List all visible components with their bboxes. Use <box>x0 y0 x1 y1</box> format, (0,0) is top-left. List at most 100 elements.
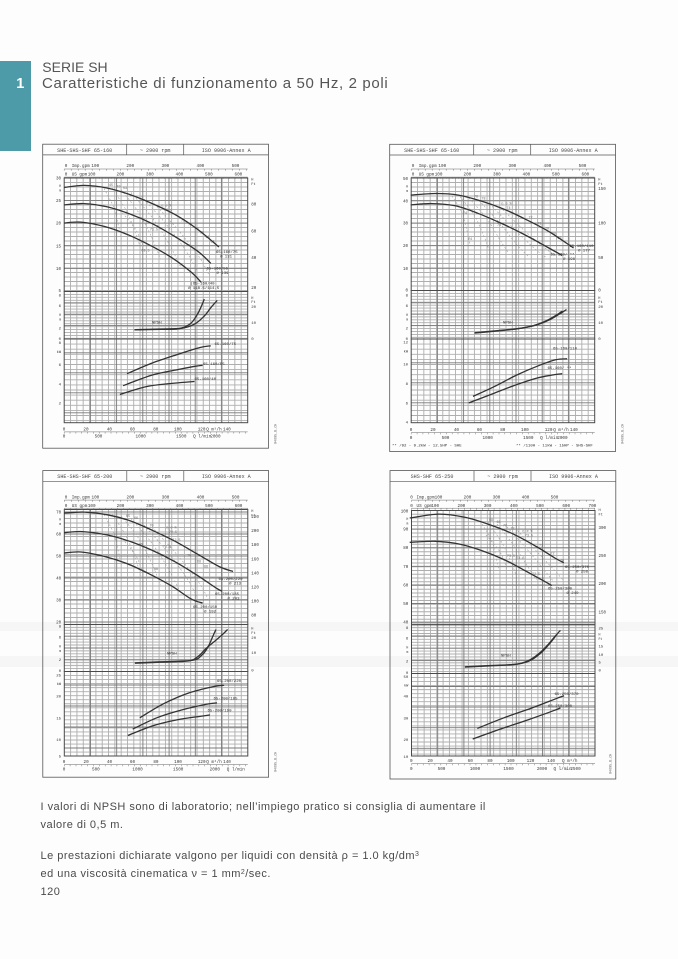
svg-text:60: 60 <box>56 534 62 538</box>
svg-text:73.5: 73.5 <box>525 535 533 539</box>
svg-text:12: 12 <box>403 342 408 346</box>
svg-text:40: 40 <box>251 257 257 261</box>
svg-text:8: 8 <box>59 342 62 346</box>
svg-text:2000: 2000 <box>210 435 221 440</box>
svg-text:74: 74 <box>463 212 467 216</box>
svg-text:120: 120 <box>198 427 206 432</box>
svg-text:⌀ 118.5/114.5: ⌀ 118.5/114.5 <box>188 286 220 291</box>
svg-text:1500: 1500 <box>173 768 184 773</box>
svg-text:20: 20 <box>598 306 603 310</box>
svg-text:0: 0 <box>59 670 62 674</box>
svg-text:100: 100 <box>401 511 409 515</box>
svg-text:2: 2 <box>59 403 62 407</box>
svg-text:80: 80 <box>500 428 506 433</box>
svg-text:** /110H - 11kW - 15HP - SHS-S: ** /110H - 11kW - 15HP - SHS-SHF <box>516 443 593 448</box>
svg-text:1000: 1000 <box>470 767 481 772</box>
svg-text:Q m³/h: Q m³/h <box>553 427 569 433</box>
svg-text:71: 71 <box>537 223 541 227</box>
svg-text:0: 0 <box>405 290 408 294</box>
svg-text:NPSH: NPSH <box>167 653 177 657</box>
svg-text:H: H <box>406 646 408 650</box>
svg-text:5: 5 <box>599 662 602 666</box>
svg-text:140: 140 <box>570 428 578 433</box>
svg-text:65-160/ **: 65-160/ ** <box>551 253 575 258</box>
svg-text:H: H <box>59 518 61 522</box>
svg-text:100: 100 <box>174 427 182 432</box>
svg-text:0: 0 <box>412 173 415 178</box>
svg-text:H: H <box>598 179 600 183</box>
svg-text:65-200/150: 65-200/150 <box>208 709 233 714</box>
svg-text:40: 40 <box>107 760 113 765</box>
svg-text:100: 100 <box>598 223 606 227</box>
svg-text:300: 300 <box>493 173 501 178</box>
svg-text:49: 49 <box>116 186 120 190</box>
svg-text:20: 20 <box>428 759 434 764</box>
svg-text:400: 400 <box>176 173 184 178</box>
svg-text:500: 500 <box>205 504 213 509</box>
svg-text:45: 45 <box>109 184 113 188</box>
svg-text:H: H <box>251 628 253 632</box>
svg-text:10: 10 <box>251 322 256 326</box>
svg-text:500: 500 <box>579 164 587 169</box>
svg-text:100: 100 <box>88 173 96 178</box>
svg-text:2000: 2000 <box>210 768 221 773</box>
svg-text:20: 20 <box>83 427 89 432</box>
svg-text:40: 40 <box>454 428 460 433</box>
svg-text:300: 300 <box>599 527 607 531</box>
svg-text:6: 6 <box>406 403 409 407</box>
svg-text:65-160/75: 65-160/75 <box>215 342 237 347</box>
svg-text:70: 70 <box>545 228 549 232</box>
svg-text:1000: 1000 <box>136 435 147 440</box>
svg-text:100: 100 <box>88 504 96 509</box>
svg-text:H: H <box>59 184 61 188</box>
svg-text:0: 0 <box>65 164 68 169</box>
svg-text:kW: kW <box>57 682 62 687</box>
svg-text:Imp.gpm: Imp.gpm <box>417 495 435 500</box>
svg-text:0: 0 <box>406 338 409 342</box>
svg-text:400: 400 <box>197 164 205 169</box>
svg-text:600: 600 <box>562 504 570 509</box>
svg-text:H: H <box>406 313 408 317</box>
svg-text:70: 70 <box>503 525 507 529</box>
svg-text:400: 400 <box>522 495 530 500</box>
svg-text:65-250/300: 65-250/300 <box>548 704 573 709</box>
svg-text:Q m³/h: Q m³/h <box>562 758 578 764</box>
svg-text:700: 700 <box>589 504 597 509</box>
svg-text:8: 8 <box>406 383 409 387</box>
svg-text:60: 60 <box>251 230 257 234</box>
svg-text:65-250/370: 65-250/370 <box>555 692 580 697</box>
svg-text:6: 6 <box>59 305 62 309</box>
svg-text:Ft: Ft <box>599 637 603 641</box>
svg-text:6: 6 <box>59 637 62 641</box>
svg-text:4: 4 <box>406 422 409 426</box>
svg-text:10: 10 <box>56 739 61 743</box>
svg-text:73.5: 73.5 <box>507 555 515 559</box>
svg-text:15: 15 <box>56 717 61 721</box>
svg-text:0: 0 <box>410 767 413 772</box>
svg-text:500: 500 <box>536 504 544 509</box>
svg-text:m: m <box>59 649 61 653</box>
svg-text:⌀ 177: ⌀ 177 <box>578 249 591 254</box>
svg-text:120: 120 <box>198 760 206 765</box>
svg-text:m: m <box>59 189 61 193</box>
svg-text:73: 73 <box>539 545 543 549</box>
svg-text:Q l/min: Q l/min <box>540 436 558 441</box>
svg-text:η ⌀ %: η ⌀ % <box>501 203 512 207</box>
svg-text:NPSH: NPSH <box>503 322 513 326</box>
svg-text:2000: 2000 <box>537 767 548 772</box>
svg-text:Imp.gpm: Imp.gpm <box>72 164 90 169</box>
svg-text:65-200/185: 65-200/185 <box>214 697 239 702</box>
svg-text:Q m³/h: Q m³/h <box>206 426 222 432</box>
svg-text:100: 100 <box>438 164 446 169</box>
svg-text:04605_B_CH: 04605_B_CH <box>274 752 278 772</box>
svg-text:04605_B_CH: 04605_B_CH <box>274 424 278 444</box>
svg-text:0: 0 <box>65 504 68 509</box>
svg-text:140: 140 <box>251 572 259 576</box>
svg-text:20: 20 <box>403 739 408 743</box>
svg-text:65-160/ **: 65-160/ ** <box>548 366 572 371</box>
svg-text:2: 2 <box>59 327 62 331</box>
svg-text:2: 2 <box>59 659 62 663</box>
svg-text:65-200/150: 65-200/150 <box>193 605 218 610</box>
svg-text:65: 65 <box>126 515 130 519</box>
svg-text:10: 10 <box>598 322 603 326</box>
